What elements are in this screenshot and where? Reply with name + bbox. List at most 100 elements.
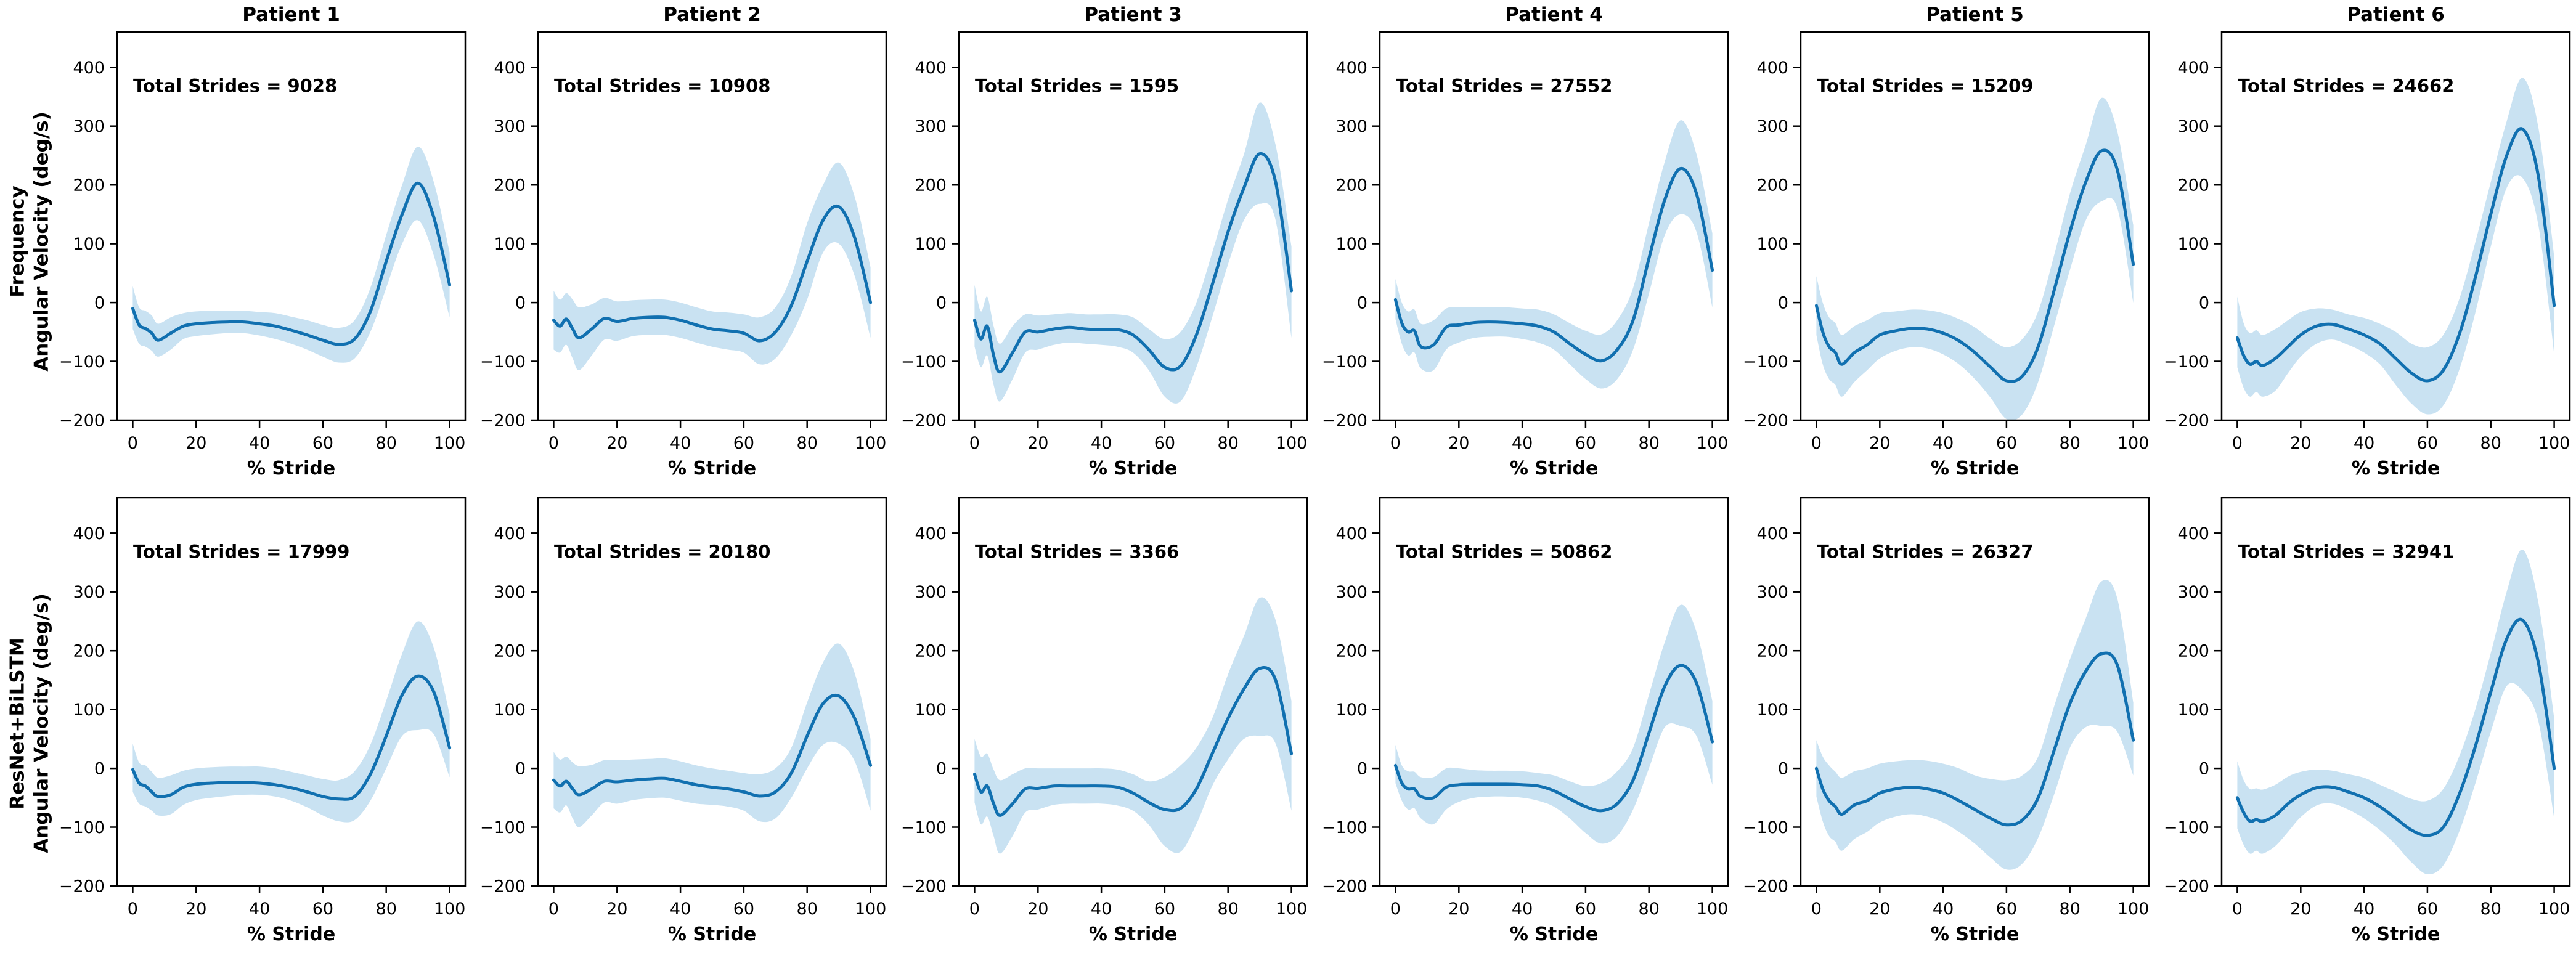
x-tick-label: 60 xyxy=(1154,900,1175,919)
confidence-band xyxy=(553,162,871,370)
mean-line xyxy=(972,666,1294,818)
mean-line xyxy=(131,674,452,801)
x-axis-label: % Stride xyxy=(247,924,335,945)
subplot-title: Patient 5 xyxy=(1926,4,2024,26)
plot-border xyxy=(958,497,1308,887)
x-tick-label: 60 xyxy=(733,900,754,919)
y-tick-label: 0 xyxy=(936,760,947,779)
x-tick-label: 20 xyxy=(185,434,206,453)
total-strides-annotation: Total Strides = 15209 xyxy=(1817,75,2033,96)
x-axis-label: % Stride xyxy=(1931,924,2019,945)
x-tick-label: 20 xyxy=(1027,900,1048,919)
confidence-band xyxy=(1395,120,1713,389)
y-tick-label: 200 xyxy=(2177,176,2209,195)
mean-line xyxy=(1393,166,1714,363)
x-tick-label: 60 xyxy=(2417,900,2438,919)
x-tick-label: 40 xyxy=(1512,434,1533,453)
y-tick-label: −100 xyxy=(480,352,526,372)
x-tick-label: 40 xyxy=(1933,434,1954,453)
subplot-cell: 400 300 200 100 0 −100 −200 0 20 40 60 80 100 Total S… xyxy=(2154,482,2575,963)
x-tick-label: 100 xyxy=(434,434,466,453)
x-tick-label: 100 xyxy=(1276,434,1308,453)
y-tick-label: 400 xyxy=(494,59,526,78)
y-tick-label: 300 xyxy=(1335,117,1367,136)
row-label-line1: Frequency xyxy=(6,185,29,298)
y-tick-label: 300 xyxy=(1756,583,1788,602)
confidence-band xyxy=(553,643,871,827)
confidence-band xyxy=(1816,580,2134,870)
y-tick-label: 100 xyxy=(1756,235,1788,254)
x-axis-label: % Stride xyxy=(668,458,756,479)
total-strides-annotation: Total Strides = 10908 xyxy=(554,75,770,96)
confidence-band xyxy=(2237,78,2554,415)
x-axis-label: % Stride xyxy=(2352,458,2440,479)
x-axis-label: % Stride xyxy=(1510,458,1598,479)
y-tick-label: −100 xyxy=(1322,352,1367,372)
x-tick-label: 60 xyxy=(312,434,333,453)
y-tick-label: 400 xyxy=(2177,59,2209,78)
subplot-cell: 400 300 200 100 0 −100 −200 0 20 40 60 80 100 Total S… xyxy=(49,482,470,963)
x-tick-label: 20 xyxy=(2290,434,2311,453)
y-tick-label: 0 xyxy=(1778,760,1788,779)
subplot-patient-6-resnet-bilstm: 400 300 200 100 0 −100 −200 0 20 40 60 80 100 Total S… xyxy=(2164,497,2571,945)
y-tick-label: 400 xyxy=(1335,524,1367,543)
subplot-patient-2-resnet-bilstm: 400 300 200 100 0 −100 −200 0 20 40 60 80 100 Total S… xyxy=(480,497,887,945)
x-tick-label: 60 xyxy=(1575,900,1596,919)
x-tick-label: 80 xyxy=(2480,900,2501,919)
y-tick-label: 100 xyxy=(2177,235,2209,254)
mean-line xyxy=(1814,148,2135,383)
x-tick-label: 40 xyxy=(2354,434,2374,453)
total-strides-annotation: Total Strides = 9028 xyxy=(133,75,337,96)
y-tick-label: 100 xyxy=(915,701,947,720)
x-tick-label: 0 xyxy=(1390,900,1401,919)
x-tick-label: 100 xyxy=(1697,434,1729,453)
y-tick-label: 400 xyxy=(1335,59,1367,78)
y-tick-label: −100 xyxy=(901,818,947,837)
subplot-patient-3-resnet-bilstm: 400 300 200 100 0 −100 −200 0 20 40 60 80 100 Total S… xyxy=(901,497,1308,945)
plot-border xyxy=(116,497,467,887)
x-tick-label: 60 xyxy=(1575,434,1596,453)
plot-border xyxy=(1379,497,1729,887)
plot-border xyxy=(1800,31,2150,421)
subplot-cell: 400 300 200 100 0 −100 −200 0 20 40 60 80 100 Total S… xyxy=(1312,482,1733,963)
y-tick-label: 400 xyxy=(1756,524,1788,543)
subplot-title: Patient 3 xyxy=(1084,4,1182,26)
mean-line xyxy=(1814,651,2135,827)
x-axis-label: % Stride xyxy=(247,458,335,479)
subplot-cell: Patient 5 400 300 200 100 0 −100 −200 0 20 40 60 80 1… xyxy=(1733,0,2154,482)
subplot-cell: 400 300 200 100 0 −100 −200 0 20 40 60 80 100 Total S… xyxy=(1733,482,2154,963)
subplot-cell: 400 300 200 100 0 −100 −200 0 20 40 60 80 100 Total S… xyxy=(470,482,891,963)
subplot-cell: Patient 6 400 300 200 100 0 −100 −200 0 20 40 60 80 1… xyxy=(2154,0,2575,482)
y-tick-label: 300 xyxy=(2177,583,2209,602)
x-tick-label: 0 xyxy=(969,900,980,919)
confidence-band xyxy=(2237,549,2554,875)
x-tick-label: 40 xyxy=(249,900,270,919)
x-tick-label: 60 xyxy=(1996,900,2017,919)
y-tick-label: 400 xyxy=(494,524,526,543)
y-tick-label: 100 xyxy=(494,701,526,720)
x-tick-label: 0 xyxy=(1390,434,1401,453)
x-tick-label: 80 xyxy=(2060,434,2081,453)
mean-line xyxy=(1393,664,1714,813)
x-tick-label: 20 xyxy=(2290,900,2311,919)
y-tick-label: 0 xyxy=(515,760,526,779)
y-tick-label: 100 xyxy=(1756,701,1788,720)
y-tick-label: 400 xyxy=(915,524,947,543)
y-tick-label: 300 xyxy=(1756,117,1788,136)
plot-border xyxy=(2220,497,2571,887)
x-tick-label: 20 xyxy=(1869,900,1890,919)
y-tick-label: 200 xyxy=(2177,642,2209,661)
y-tick-label: 400 xyxy=(1756,59,1788,78)
confidence-band xyxy=(132,621,450,823)
y-tick-label: 0 xyxy=(1778,294,1788,313)
y-tick-label: 300 xyxy=(73,117,105,136)
x-tick-label: 100 xyxy=(1276,900,1308,919)
y-tick-label: 300 xyxy=(494,117,526,136)
y-tick-label: −200 xyxy=(480,877,526,896)
y-tick-label: 300 xyxy=(494,583,526,602)
total-strides-annotation: Total Strides = 24662 xyxy=(2238,75,2454,96)
y-tick-label: 200 xyxy=(73,176,105,195)
subplot-title: Patient 4 xyxy=(1505,4,1603,26)
y-tick-label: −100 xyxy=(2164,352,2209,372)
